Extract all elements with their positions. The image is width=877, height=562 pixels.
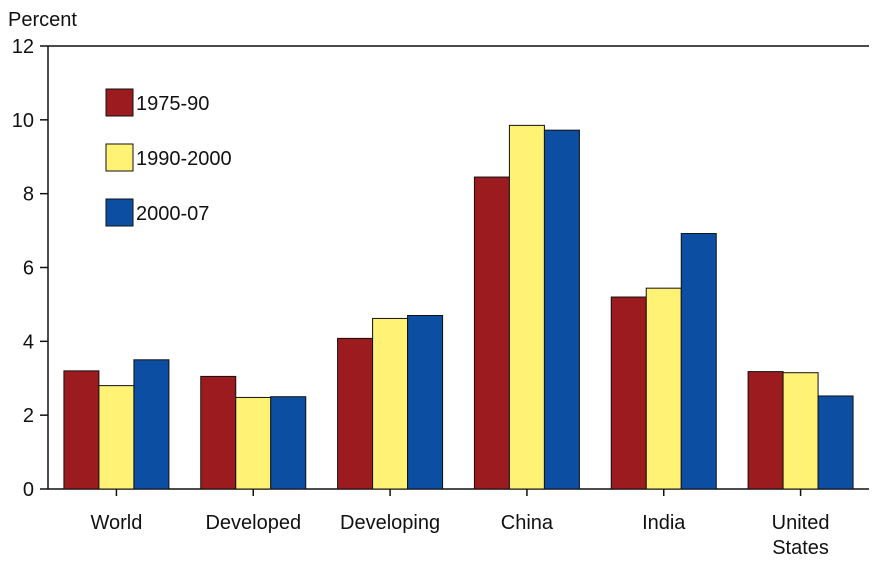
bar-1990-2000-developing (372, 317, 409, 490)
bar-1975-90-developed (200, 375, 237, 490)
x-tick-label: Developing (340, 512, 440, 534)
y-tick-label: 2 (23, 405, 34, 427)
x-tick-label: China (501, 512, 554, 534)
bar-1990-2000-india (645, 287, 682, 490)
legend-label: 2000-07 (136, 203, 209, 225)
legend: 1975-90 1990-2000 2000-07 (105, 88, 232, 227)
x-tick-label: India (642, 512, 686, 534)
x-tick-label: World (90, 512, 142, 534)
y-axis-label: Percent (8, 9, 77, 31)
legend-label: 1975-90 (136, 93, 209, 115)
bar-1990-2000-developed (235, 396, 272, 490)
bar-2000-07-india (680, 233, 717, 490)
bar-1990-2000-world (98, 385, 135, 490)
bar-1975-90-united-states (747, 371, 784, 490)
bar-2000-07-china (543, 129, 580, 490)
bar-2000-07-developed (270, 396, 307, 490)
legend-swatch (105, 198, 134, 227)
bar-1990-2000-china (508, 124, 545, 490)
plot-area: 0 2 4 6 8 10 12 World Developed Developing China In… (12, 36, 869, 559)
bar-2000-07-united-states (817, 395, 854, 490)
bar-2000-07-world (133, 359, 170, 490)
x-tick-label: Developed (205, 512, 301, 534)
bar-2000-07-developing (407, 314, 444, 490)
bar-1975-90-china (473, 176, 510, 490)
y-tick-label: 10 (12, 110, 34, 132)
x-tick-label: United (772, 512, 830, 534)
y-tick-label: 0 (23, 479, 34, 501)
bar-1975-90-world (63, 370, 100, 490)
y-tick-label: 4 (23, 331, 34, 353)
bar-1990-2000-united-states (782, 372, 819, 490)
y-tick-label: 8 (23, 184, 34, 206)
legend-label: 1990-2000 (136, 148, 232, 170)
x-tick-label: States (772, 537, 829, 559)
bar-1975-90-india (610, 296, 647, 490)
y-tick-label: 12 (12, 36, 34, 58)
y-tick-label: 6 (23, 258, 34, 280)
legend-swatch (105, 88, 134, 117)
bar-1975-90-developing (337, 337, 374, 490)
legend-swatch (105, 143, 134, 172)
